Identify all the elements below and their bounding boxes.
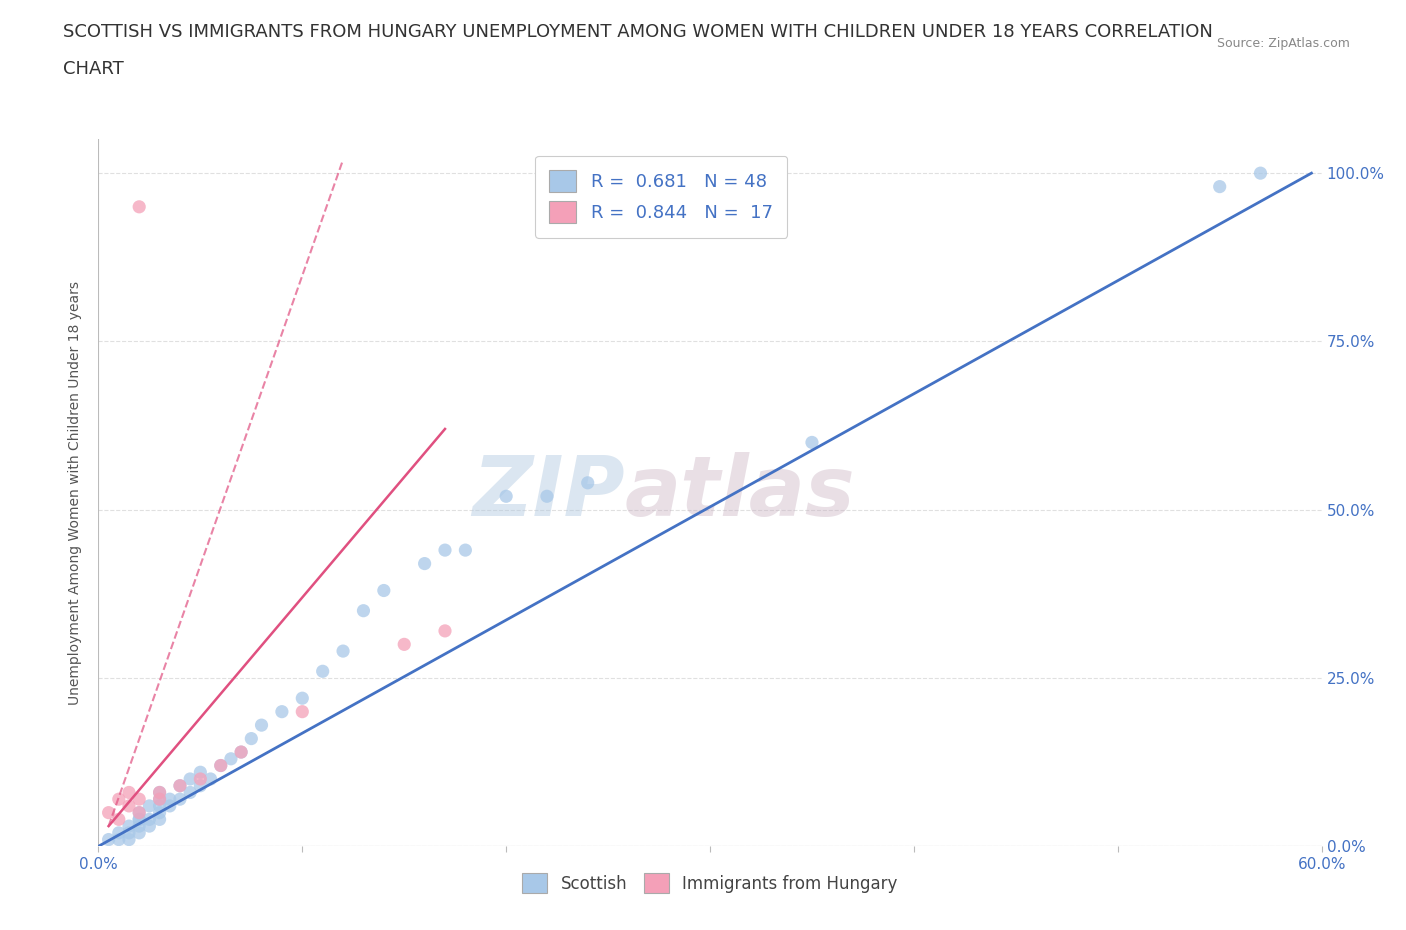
Point	[128, 826, 150, 841]
Point	[801, 435, 824, 450]
Point	[291, 691, 314, 706]
Point	[188, 772, 212, 787]
Point	[118, 826, 141, 841]
Point	[108, 832, 131, 847]
Point	[149, 812, 172, 827]
Point	[188, 764, 212, 779]
Point	[219, 751, 242, 766]
Point	[128, 812, 150, 827]
Point	[149, 791, 172, 806]
Point	[1209, 179, 1232, 194]
Point	[454, 543, 477, 558]
Point	[536, 489, 558, 504]
Point	[200, 772, 222, 787]
Point	[231, 745, 253, 760]
Point	[128, 805, 150, 820]
Point	[138, 818, 160, 833]
Point	[108, 812, 131, 827]
Point	[149, 799, 172, 814]
Point	[97, 805, 120, 820]
Point	[128, 805, 150, 820]
Point	[138, 812, 160, 827]
Point	[149, 805, 172, 820]
Point	[240, 731, 263, 746]
Point	[392, 637, 416, 652]
Point	[188, 778, 212, 793]
Point	[128, 818, 150, 833]
Point	[108, 826, 131, 841]
Text: Source: ZipAtlas.com: Source: ZipAtlas.com	[1216, 37, 1350, 50]
Point	[169, 791, 191, 806]
Point	[231, 745, 253, 760]
Point	[128, 791, 150, 806]
Point	[576, 475, 599, 490]
Text: CHART: CHART	[63, 60, 124, 78]
Point	[159, 799, 181, 814]
Point	[373, 583, 395, 598]
Point	[169, 778, 191, 793]
Text: SCOTTISH VS IMMIGRANTS FROM HUNGARY UNEMPLOYMENT AMONG WOMEN WITH CHILDREN UNDER: SCOTTISH VS IMMIGRANTS FROM HUNGARY UNEM…	[63, 23, 1213, 41]
Point	[118, 818, 141, 833]
Text: ZIP: ZIP	[472, 452, 624, 534]
Point	[169, 778, 191, 793]
Point	[128, 199, 150, 214]
Point	[352, 604, 374, 618]
Point	[332, 644, 354, 658]
Point	[434, 543, 457, 558]
Point	[128, 812, 150, 827]
Point	[118, 785, 141, 800]
Point	[312, 664, 335, 679]
Point	[118, 799, 141, 814]
Point	[179, 772, 201, 787]
Point	[149, 785, 172, 800]
Legend: Scottish, Immigrants from Hungary: Scottish, Immigrants from Hungary	[515, 865, 905, 901]
Point	[1249, 166, 1271, 180]
Point	[118, 832, 141, 847]
Point	[159, 791, 181, 806]
Point	[149, 785, 172, 800]
Point	[138, 799, 160, 814]
Point	[209, 758, 232, 773]
Text: atlas: atlas	[624, 452, 855, 534]
Point	[149, 791, 172, 806]
Point	[97, 832, 120, 847]
Point	[209, 758, 232, 773]
Point	[495, 489, 517, 504]
Y-axis label: Unemployment Among Women with Children Under 18 years: Unemployment Among Women with Children U…	[69, 281, 83, 705]
Point	[250, 718, 273, 733]
Point	[179, 785, 201, 800]
Point	[291, 704, 314, 719]
Point	[270, 704, 294, 719]
Point	[413, 556, 436, 571]
Point	[434, 623, 457, 638]
Point	[108, 791, 131, 806]
